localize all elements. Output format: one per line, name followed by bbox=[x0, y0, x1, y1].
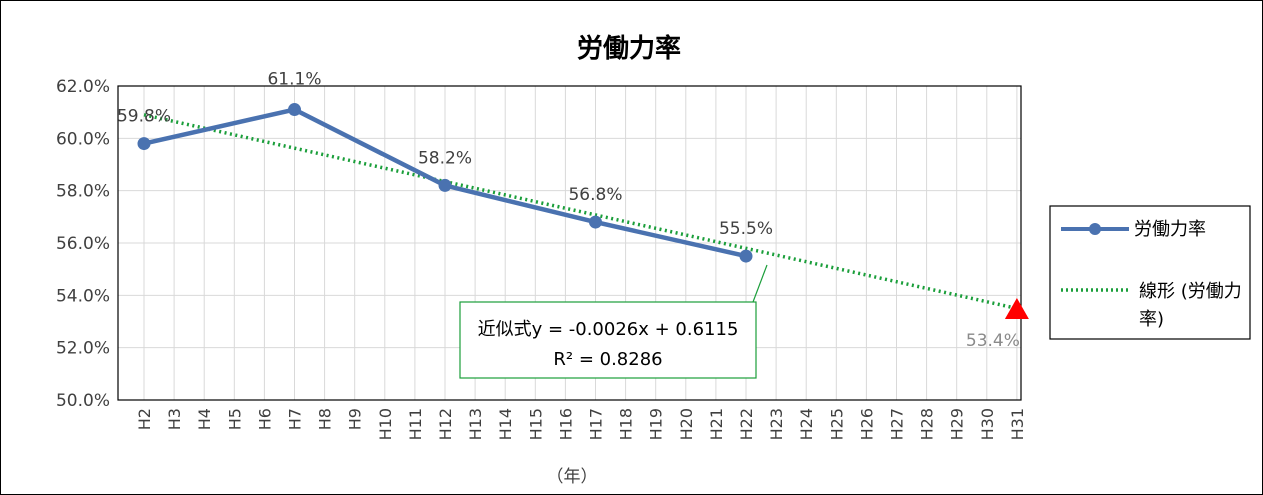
equation-text: 近似式y = -0.0026x + 0.6115 bbox=[478, 319, 739, 340]
x-tick-label: H24 bbox=[797, 408, 816, 440]
x-tick-label: H6 bbox=[255, 408, 274, 430]
x-tick-label: H27 bbox=[888, 408, 907, 440]
x-tick-label: H30 bbox=[978, 408, 997, 440]
plot-area-border bbox=[117, 85, 1022, 401]
x-tick-label: H31 bbox=[1008, 408, 1027, 440]
data-point-H12 bbox=[438, 178, 452, 192]
legend-trendline-label: 線形 (労働力 bbox=[1139, 281, 1242, 302]
x-axis-label: （年） bbox=[547, 467, 598, 487]
x-tick-label: H17 bbox=[587, 408, 606, 440]
legend: 労働力率 線形 (労働力 率) bbox=[1049, 205, 1251, 340]
data-label-H12: 58.2% bbox=[418, 148, 472, 168]
x-axis-ticks: H2 H3 H4 H5 H6 H7 H8 H9 H10 H11 H12 H13 H14 H15 H16 H17… bbox=[135, 408, 1027, 440]
y-axis-ticks: 50.0% 52.0% 54.0% 56.0% 58.0% 60.0% 62.0% bbox=[56, 77, 110, 411]
data-label-H7: 61.1% bbox=[267, 70, 321, 90]
x-tick-label: H26 bbox=[857, 408, 876, 440]
x-tick-label: H25 bbox=[827, 408, 846, 440]
x-tick-label: H14 bbox=[496, 408, 515, 440]
x-tick-label: H12 bbox=[436, 408, 455, 440]
y-tick-label: 60.0% bbox=[56, 129, 110, 149]
x-tick-label: H18 bbox=[617, 408, 636, 440]
x-tick-label: H10 bbox=[376, 408, 395, 440]
data-point-H22 bbox=[739, 249, 753, 263]
x-tick-label: H11 bbox=[406, 408, 425, 440]
y-tick-label: 52.0% bbox=[56, 339, 110, 359]
x-tick-label: H9 bbox=[346, 408, 365, 430]
trendline bbox=[143, 113, 1018, 311]
projection-marker bbox=[1004, 298, 1029, 320]
x-tick-label: H15 bbox=[526, 408, 545, 440]
x-tick-label: H3 bbox=[165, 408, 184, 430]
x-tick-label: H8 bbox=[316, 408, 335, 430]
data-label-H2: 59.8% bbox=[117, 107, 171, 127]
data-label-H17: 56.8% bbox=[568, 185, 622, 205]
x-tick-label: H22 bbox=[737, 408, 756, 440]
x-tick-label: H2 bbox=[135, 408, 154, 430]
y-tick-label: 50.0% bbox=[56, 391, 110, 411]
x-tick-label: H21 bbox=[707, 408, 726, 440]
x-tick-label: H20 bbox=[677, 408, 696, 440]
trendline-path bbox=[143, 113, 1018, 311]
projection: 53.4% bbox=[966, 298, 1029, 351]
r-squared-text: R² = 0.8286 bbox=[553, 349, 662, 370]
legend-trendline-label-cont: 率) bbox=[1139, 309, 1164, 330]
y-tick-label: 56.0% bbox=[56, 234, 110, 254]
series-line bbox=[137, 103, 753, 263]
y-tick-label: 62.0% bbox=[56, 77, 110, 97]
data-point-H7 bbox=[288, 103, 301, 117]
x-tick-label: H7 bbox=[286, 408, 305, 430]
data-label-H22: 55.5% bbox=[719, 219, 773, 239]
x-tick-label: H16 bbox=[556, 408, 575, 440]
trend-equation: 近似式y = -0.0026x + 0.6115 R² = 0.8286 bbox=[459, 264, 768, 379]
data-point-H2 bbox=[137, 137, 151, 151]
data-labels: 59.8% 61.1% 58.2% 56.8% 55.5% bbox=[117, 70, 773, 240]
x-tick-label: H13 bbox=[466, 408, 485, 440]
x-tick-label: H23 bbox=[767, 408, 786, 440]
x-tick-label: H19 bbox=[647, 408, 666, 440]
legend-series-label: 労働力率 bbox=[1134, 219, 1206, 240]
projection-label: 53.4% bbox=[966, 331, 1020, 351]
equation-leader-line bbox=[752, 264, 768, 303]
x-tick-label: H29 bbox=[948, 408, 967, 440]
y-tick-label: 54.0% bbox=[56, 286, 110, 306]
equation-box bbox=[459, 301, 757, 379]
y-tick-label: 58.0% bbox=[56, 182, 110, 202]
data-point-H17 bbox=[589, 215, 602, 229]
chart-title: 労働力率 bbox=[577, 33, 681, 64]
x-tick-label: H28 bbox=[918, 408, 937, 440]
x-tick-label: H5 bbox=[225, 408, 244, 430]
x-tick-label: H4 bbox=[195, 408, 214, 430]
legend-series-marker bbox=[1089, 223, 1101, 235]
